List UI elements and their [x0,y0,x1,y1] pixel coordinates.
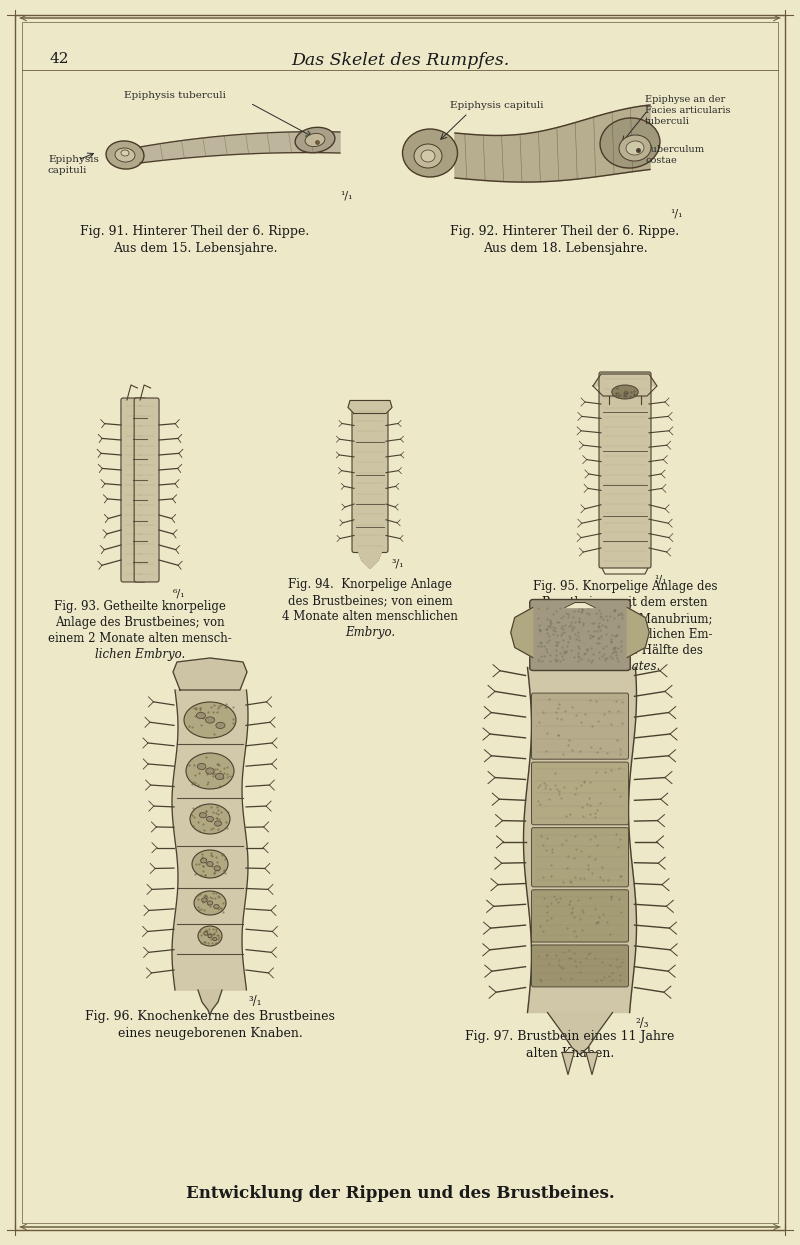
Text: 42: 42 [50,52,70,66]
Text: Entwicklung der Rippen und des Brustbeines.: Entwicklung der Rippen und des Brustbein… [186,1185,614,1201]
Text: Tuberculum
costae: Tuberculum costae [645,144,705,166]
Ellipse shape [207,862,213,867]
Text: Fig. 96. Knochenkerne des Brustbeines: Fig. 96. Knochenkerne des Brustbeines [85,1010,335,1023]
Text: Epiphysis capituli: Epiphysis capituli [450,101,543,110]
Polygon shape [523,667,637,1012]
Ellipse shape [612,385,638,398]
Ellipse shape [213,937,217,941]
Ellipse shape [106,141,144,169]
Polygon shape [586,1052,598,1074]
Polygon shape [510,608,533,657]
Polygon shape [547,1012,613,1055]
Text: einem 2 Monate alten mensch-: einem 2 Monate alten mensch- [48,632,232,645]
Ellipse shape [198,926,222,946]
FancyBboxPatch shape [531,828,629,886]
Polygon shape [198,990,222,1015]
Ellipse shape [202,898,207,903]
Ellipse shape [196,712,206,718]
Text: Brustbeines mit dem ersten: Brustbeines mit dem ersten [542,596,708,609]
FancyBboxPatch shape [531,693,629,759]
Ellipse shape [201,858,207,863]
Polygon shape [173,659,247,690]
Ellipse shape [186,753,234,789]
Text: eines neugeborenen Knaben.: eines neugeborenen Knaben. [118,1027,302,1040]
Ellipse shape [206,717,214,723]
Ellipse shape [208,934,212,937]
FancyBboxPatch shape [599,372,651,568]
Text: Fig. 92. Hinterer Theil der 6. Rippe.: Fig. 92. Hinterer Theil der 6. Rippe. [450,225,679,238]
Ellipse shape [214,905,219,909]
FancyBboxPatch shape [531,890,629,942]
Polygon shape [627,608,650,657]
Polygon shape [140,132,340,163]
Ellipse shape [421,149,435,162]
Text: Knochenkern im Manubrium;: Knochenkern im Manubrium; [538,613,713,625]
Polygon shape [593,374,657,386]
FancyBboxPatch shape [531,762,629,824]
Ellipse shape [207,901,213,905]
Text: ⁶/₁: ⁶/₁ [173,588,185,598]
Text: ¹/₁: ¹/₁ [654,574,666,584]
Ellipse shape [216,722,225,728]
Ellipse shape [192,850,228,878]
Ellipse shape [402,129,458,177]
Text: lichen Embryo.: lichen Embryo. [95,647,185,661]
Text: Embryo.: Embryo. [345,626,395,639]
Polygon shape [348,401,392,413]
Ellipse shape [194,891,226,915]
Ellipse shape [198,763,206,769]
Text: Anlage des Brustbeines; von: Anlage des Brustbeines; von [55,616,225,629]
Text: Das Skelet des Rumpfes.: Das Skelet des Rumpfes. [291,52,509,68]
Ellipse shape [600,118,660,168]
Ellipse shape [206,768,214,774]
Text: 6. Monates.: 6. Monates. [590,660,660,674]
Text: 4 Monate alten menschlichen: 4 Monate alten menschlichen [282,610,458,622]
Ellipse shape [214,820,222,827]
Text: ³/₁: ³/₁ [391,559,404,569]
FancyBboxPatch shape [121,398,146,581]
Ellipse shape [214,865,220,870]
Polygon shape [358,550,382,569]
Ellipse shape [204,931,208,935]
Ellipse shape [199,813,206,818]
FancyBboxPatch shape [531,945,629,987]
Polygon shape [455,105,650,182]
Text: ¹/₁: ¹/₁ [340,190,353,200]
Text: Fig. 95. Knorpelige Anlage des: Fig. 95. Knorpelige Anlage des [533,580,718,593]
Text: ³/₁: ³/₁ [248,995,262,1008]
Text: Fig. 97. Brustbein eines 11 Jahre: Fig. 97. Brustbein eines 11 Jahre [466,1030,674,1043]
Ellipse shape [305,133,325,147]
Text: ²/₃: ²/₃ [635,1017,649,1031]
Text: Epiphysis tuberculi: Epiphysis tuberculi [124,91,226,100]
Text: von einem menschlichen Em-: von einem menschlichen Em- [538,627,712,641]
Text: Aus dem 18. Lebensjahre.: Aus dem 18. Lebensjahre. [482,242,647,255]
Text: Fig. 94.  Knorpelige Anlage: Fig. 94. Knorpelige Anlage [288,578,452,591]
Text: bryo aus der 2. Hälfte des: bryo aus der 2. Hälfte des [547,644,702,657]
Polygon shape [172,690,248,990]
Text: des Brustbeines; von einem: des Brustbeines; von einem [288,594,452,608]
Polygon shape [565,603,595,608]
Ellipse shape [414,144,442,168]
FancyBboxPatch shape [352,403,388,553]
FancyBboxPatch shape [134,398,159,581]
Text: Aus dem 15. Lebensjahre.: Aus dem 15. Lebensjahre. [113,242,278,255]
Ellipse shape [206,817,214,822]
Ellipse shape [121,149,129,156]
Text: Fig. 93. Getheilte knorpelige: Fig. 93. Getheilte knorpelige [54,600,226,613]
Ellipse shape [626,141,644,156]
Text: ¹/₁: ¹/₁ [670,208,682,218]
Polygon shape [562,1052,574,1074]
Ellipse shape [190,804,230,834]
FancyBboxPatch shape [530,600,630,671]
Text: alten Knaben.: alten Knaben. [526,1047,614,1059]
Ellipse shape [115,148,135,162]
Text: Fig. 91. Hinterer Theil der 6. Rippe.: Fig. 91. Hinterer Theil der 6. Rippe. [80,225,310,238]
Ellipse shape [619,134,651,161]
Ellipse shape [184,702,236,738]
Text: Epiphysis
capituli: Epiphysis capituli [48,154,99,176]
Text: Epiphyse an der
Facies articularis
tuberculi: Epiphyse an der Facies articularis tuber… [645,95,730,126]
Ellipse shape [215,773,224,779]
Ellipse shape [295,127,335,153]
